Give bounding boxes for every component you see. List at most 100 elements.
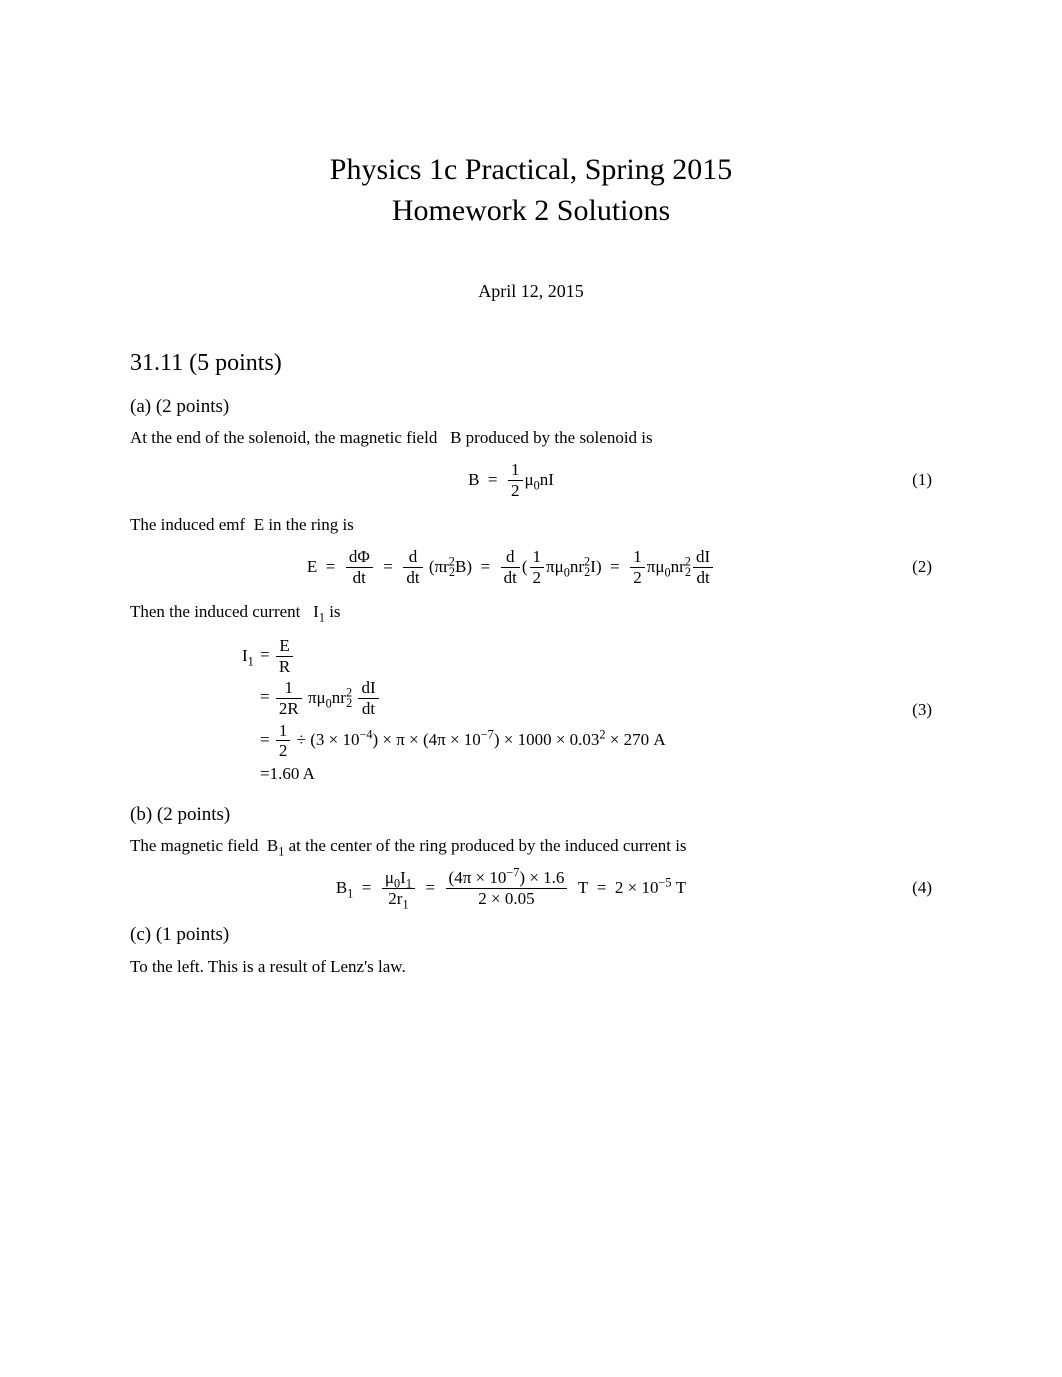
frac-d-dt-2: d dt [501,547,520,587]
B1: B1 [336,877,353,900]
frac-E-R: E R [276,636,293,676]
title-line-2: Homework 2 Solutions [130,191,932,232]
equation-3-number: (3) [892,699,932,722]
B: B [455,557,466,576]
unit-T: T [574,877,589,900]
text: The magnetic field [130,836,263,855]
part-c-text: To the left. This is a result of Lenz's … [130,956,932,979]
part-b-intro: The magnetic field B1 at the center of t… [130,835,932,858]
equation-1-row: B = 1 2 μ0nI (1) [130,460,932,500]
equation-2: E = dΦ dt = d dt (πr22B) = d dt ( 1 2 πμ… [130,547,892,587]
den: 2 [508,481,523,501]
n: n [540,470,549,489]
num: (4π × 10−7) × 1.6 [446,868,568,889]
num: 1 [276,721,291,742]
eq-sign: = [321,556,339,579]
var-E: E [254,515,264,534]
pi-mu0-n-r2: πμ0nr22 [647,556,691,579]
text: produced by the solenoid is [466,428,653,447]
text: in the ring is [268,515,353,534]
pi-mu0-n-r2-I: πμ0nr22I) [546,556,602,579]
num: d [501,547,520,568]
frac-numeric: (4π × 10−7) × 1.6 2 × 0.05 [446,868,568,908]
den: dt [358,699,378,719]
equation-3: I1 = E R = 1 2R πμ0nr22 d [130,634,892,787]
frac-mu0I1-2r1: μ0I1 2r1 [382,868,415,908]
eq-sign: = [606,556,624,579]
num: dΦ [346,547,373,568]
frac-d-dt: d dt [403,547,422,587]
num: μ0I1 [382,868,415,889]
text: is [329,602,340,621]
den: 2 [276,741,291,761]
pi-mu0-n-r2: πμ0nr22 [308,687,352,710]
num: dI [358,678,378,699]
lparen: ( [522,556,528,579]
frac-1-2R: 1 2R [276,678,302,718]
blank [230,729,258,752]
frac-half: 1 2 [276,721,291,761]
num: 1 [530,547,545,568]
title-line-1: Physics 1c Practical, Spring 2015 [130,150,932,191]
text: Then the induced current [130,602,305,621]
equation-2-row: E = dΦ dt = d dt (πr22B) = d dt ( 1 2 πμ… [130,547,932,587]
text: The induced emf [130,515,249,534]
var-I1: I1 [313,602,325,621]
date: April 12, 2015 [130,279,932,303]
num: dI [693,547,713,568]
I1: I1 [230,645,258,668]
result: 1.60 A [270,764,315,783]
rhs-line4: =1.60 A [258,763,315,786]
den: dt [403,568,422,588]
frac-half-2: 1 2 [630,547,645,587]
eq1-lhs: B [468,469,479,492]
eq-sign: = [358,877,376,900]
equation-4-row: B1 = μ0I1 2r1 = (4π × 10−7) × 1.6 2 × 0.… [130,868,932,908]
I: I [548,470,554,489]
num: E [276,636,293,657]
part-a-intro: At the end of the solenoid, the magnetic… [130,427,932,450]
mu: μ [525,470,534,489]
part-a-current-text: Then the induced current I1 is [130,601,932,624]
I: I [590,557,596,576]
rhs-line3: = 1 2 ÷ (3 × 10−4) × π × (4π × 10−7) × 1… [258,721,666,761]
eq-sign: = [484,469,502,492]
num: 1 [630,547,645,568]
equation-2-number: (2) [892,556,932,579]
mu: μ [555,557,564,576]
den: dt [501,568,520,588]
frac-dI-dt: dI dt [358,678,378,718]
frac-dI-dt: dI dt [693,547,713,587]
mu0nI: μ0nI [525,469,554,492]
var-B: B [450,428,461,447]
equation-4: B1 = μ0I1 2r1 = (4π × 10−7) × 1.6 2 × 0.… [130,868,892,908]
E: E [307,556,317,579]
equation-3-row: I1 = E R = 1 2R πμ0nr22 d [130,634,932,787]
var-B1: B1 [267,836,284,855]
numeric: ÷ (3 × 10−4) × π × (4π × 10−7) × 1000 × … [297,729,666,752]
den: 2 [530,568,545,588]
frac-half: 1 2 [530,547,545,587]
eq-sign: = [476,556,494,579]
den: 2 × 0.05 [446,889,568,909]
den: 2R [276,699,302,719]
num: 1 [508,460,523,481]
frac-dPhi-dt: dΦ dt [346,547,373,587]
num: d [403,547,422,568]
num: 1 [276,678,302,699]
result: 2 × 10−5 T [615,877,686,900]
section-heading: 31.11 (5 points) [130,347,932,379]
den: dt [693,568,713,588]
rhs-line2: = 1 2R πμ0nr22 dI dt [258,678,381,718]
part-c-heading: (c) (1 points) [130,922,932,948]
den: 2r1 [382,889,415,909]
n: n [671,557,680,576]
eq-sign: = [421,877,439,900]
sub2: 2 [685,565,691,579]
den: 2 [630,568,645,588]
equation-1-number: (1) [892,469,932,492]
part-b-heading: (b) (2 points) [130,802,932,828]
blank [230,687,258,710]
den: dt [346,568,373,588]
eq-sign: = [379,556,397,579]
